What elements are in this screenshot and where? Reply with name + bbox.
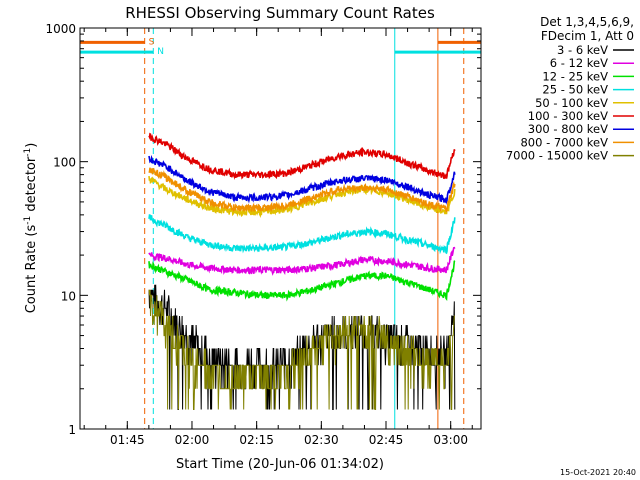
flag-label: S — [149, 37, 155, 47]
series-line — [148, 167, 456, 213]
flag-label: N — [157, 47, 164, 57]
x-tick-label: 01:45 — [110, 433, 145, 447]
series-5 — [148, 132, 456, 180]
plot-frame — [79, 27, 482, 430]
x-tick-label: 02:00 — [175, 433, 210, 447]
series-7 — [148, 167, 456, 213]
y-axis-label-sup1: -1 — [23, 216, 33, 225]
y-axis-label-sup2: -1 — [23, 148, 33, 157]
y-axis-label-mid: detector — [24, 156, 39, 216]
legend-header-1: Det 1,3,4,5,6,9, — [540, 15, 634, 29]
series-line — [148, 154, 456, 205]
series-line — [148, 132, 456, 180]
series-lines — [148, 132, 456, 410]
series-2 — [148, 260, 456, 302]
x-tick-label: 02:45 — [369, 433, 404, 447]
series-line — [148, 214, 456, 255]
footer-date: 15-Oct-2021 20:40 — [560, 468, 636, 477]
legend-entry-label: 100 - 300 keV — [528, 109, 608, 123]
y-tick-label: 10 — [61, 289, 76, 303]
legend-entry-label: 50 - 100 keV — [535, 96, 608, 110]
legend-entry-label: 7000 - 15000 keV — [506, 149, 608, 163]
y-tick-label: 100 — [53, 156, 76, 170]
y-axis-label: Count Rate (s-1 detector-1) — [23, 143, 39, 314]
series-line — [148, 289, 455, 410]
legend-entry-label: 300 - 800 keV — [528, 122, 608, 136]
y-tick-label: 1 — [68, 423, 76, 437]
y-axis-label-end: ) — [24, 143, 39, 148]
x-tick-label: 02:30 — [304, 433, 339, 447]
x-tick-label: 03:00 — [433, 433, 468, 447]
series-8 — [148, 289, 456, 410]
series-3 — [148, 214, 456, 255]
x-tick-label: 02:15 — [239, 433, 274, 447]
legend-entry-label: 6 - 12 keV — [550, 56, 608, 70]
axis-ticks: 01:45 02:00 02:15 02:30 02:45 03:00 1 10 100 1000 — [45, 22, 481, 447]
y-axis-label-main: Count Rate (s — [24, 225, 39, 314]
legend-entry-label: 25 - 50 keV — [542, 83, 608, 97]
series-6 — [148, 154, 456, 205]
legend-entry-label: 800 - 7000 keV — [520, 135, 608, 149]
series-line — [148, 246, 456, 276]
legend-entry-label: 3 - 6 keV — [557, 43, 608, 57]
x-axis-label: Start Time (20-Jun-06 01:34:02) — [176, 457, 384, 472]
legend: Det 1,3,4,5,6,9, FDecim 1, Att 0 3 - 6 k… — [506, 15, 634, 163]
state-flags: SN — [80, 37, 481, 57]
legend-header-2: FDecim 1, Att 0 — [541, 29, 634, 43]
y-tick-label: 1000 — [45, 22, 76, 36]
chart-title: RHESSI Observing Summary Count Rates — [125, 4, 435, 22]
series-1 — [148, 244, 456, 276]
legend-entry-label: 12 - 25 keV — [542, 69, 608, 83]
series-line — [148, 260, 456, 302]
